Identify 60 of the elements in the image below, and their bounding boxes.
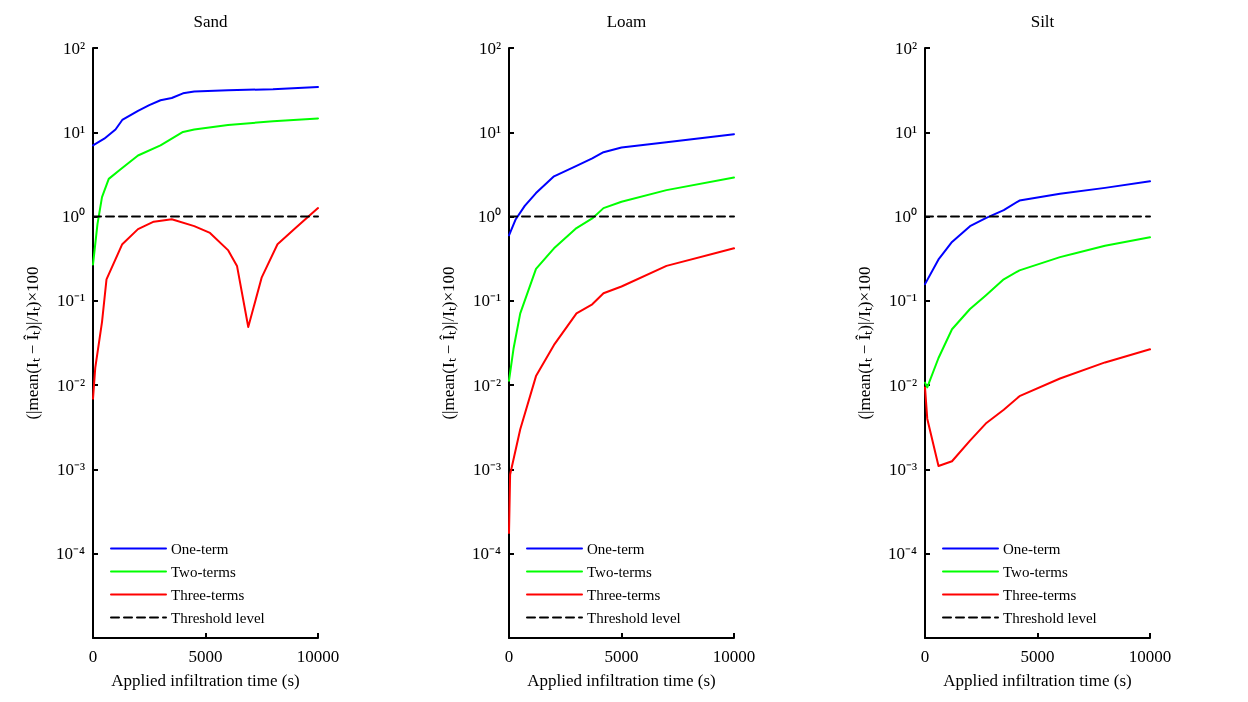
legend-label: Threshold level (171, 609, 265, 626)
y-tick-label: 10¹ (894, 122, 917, 142)
y-tick-label: 10⁻³ (56, 459, 85, 479)
x-tick-label: 5000 (604, 647, 639, 666)
legend-label: Three-terms (171, 586, 245, 603)
line-series (924, 236, 1151, 389)
y-tick-label: 10¹ (478, 122, 501, 142)
line-series (508, 247, 735, 535)
y-axis-title: (|mean(Iₜ − Îₜ)|/Iₜ)×100 (855, 266, 874, 420)
y-tick-label: 10⁻² (472, 375, 501, 395)
legend-label: Two-terms (587, 563, 652, 580)
legend-label: Two-terms (1003, 563, 1068, 580)
y-tick-label: 10⁻¹ (888, 291, 917, 311)
legend-label: Threshold level (587, 609, 681, 626)
y-tick-label: 10⁻³ (472, 459, 501, 479)
x-tick-label: 5000 (1020, 647, 1055, 666)
line-series (924, 180, 1151, 286)
y-tick-label: 10⁻⁴ (56, 544, 86, 564)
legend-label: One-term (587, 540, 645, 557)
chart-title: Loam (606, 12, 647, 31)
x-tick-label: 0 (88, 647, 98, 666)
legend-label: One-term (171, 540, 229, 557)
y-tick-label: 10² (478, 38, 501, 58)
x-axis-title: Applied infiltration time (s) (527, 671, 716, 690)
line-series (508, 176, 735, 382)
line-series (92, 85, 319, 147)
y-tick-label: 10⁻¹ (472, 291, 501, 311)
legend-label: Threshold level (1003, 609, 1097, 626)
y-tick-label: 10⁻⁴ (888, 544, 918, 564)
y-tick-label: 10⁰ (478, 207, 501, 227)
y-tick-label: 10² (62, 38, 85, 58)
y-tick-label: 10⁻⁴ (472, 544, 502, 564)
legend-label: Two-terms (171, 563, 236, 580)
line-series (92, 207, 319, 400)
x-tick-label: 10000 (1128, 647, 1172, 666)
y-tick-label: 10² (894, 38, 917, 58)
legend-label: One-term (1003, 540, 1061, 557)
line-series (924, 348, 1151, 467)
x-tick-label: 0 (504, 647, 514, 666)
x-tick-label: 0 (920, 647, 930, 666)
x-axis-title: Applied infiltration time (s) (943, 671, 1132, 690)
y-axis-title: (|mean(Iₜ − Îₜ)|/Iₜ)×100 (23, 266, 42, 420)
line-series (508, 133, 735, 237)
x-axis-title: Applied infiltration time (s) (111, 671, 300, 690)
chart-title: Silt (1030, 12, 1055, 31)
legend-label: Three-terms (1003, 586, 1077, 603)
chart-title: Sand (193, 12, 228, 31)
y-tick-label: 10⁻² (888, 375, 917, 395)
y-tick-label: 10⁰ (62, 207, 85, 227)
y-tick-label: 10⁰ (894, 207, 917, 227)
y-tick-label: 10¹ (62, 122, 85, 142)
y-tick-label: 10⁻¹ (56, 291, 85, 311)
line-series (92, 117, 319, 266)
y-tick-label: 10⁻² (56, 375, 85, 395)
x-tick-label: 10000 (296, 647, 340, 666)
x-tick-label: 10000 (712, 647, 756, 666)
y-axis-title: (|mean(Iₜ − Îₜ)|/Iₜ)×100 (439, 266, 458, 420)
legend-label: Three-terms (587, 586, 661, 603)
y-tick-label: 10⁻³ (888, 459, 917, 479)
x-tick-label: 5000 (188, 647, 223, 666)
